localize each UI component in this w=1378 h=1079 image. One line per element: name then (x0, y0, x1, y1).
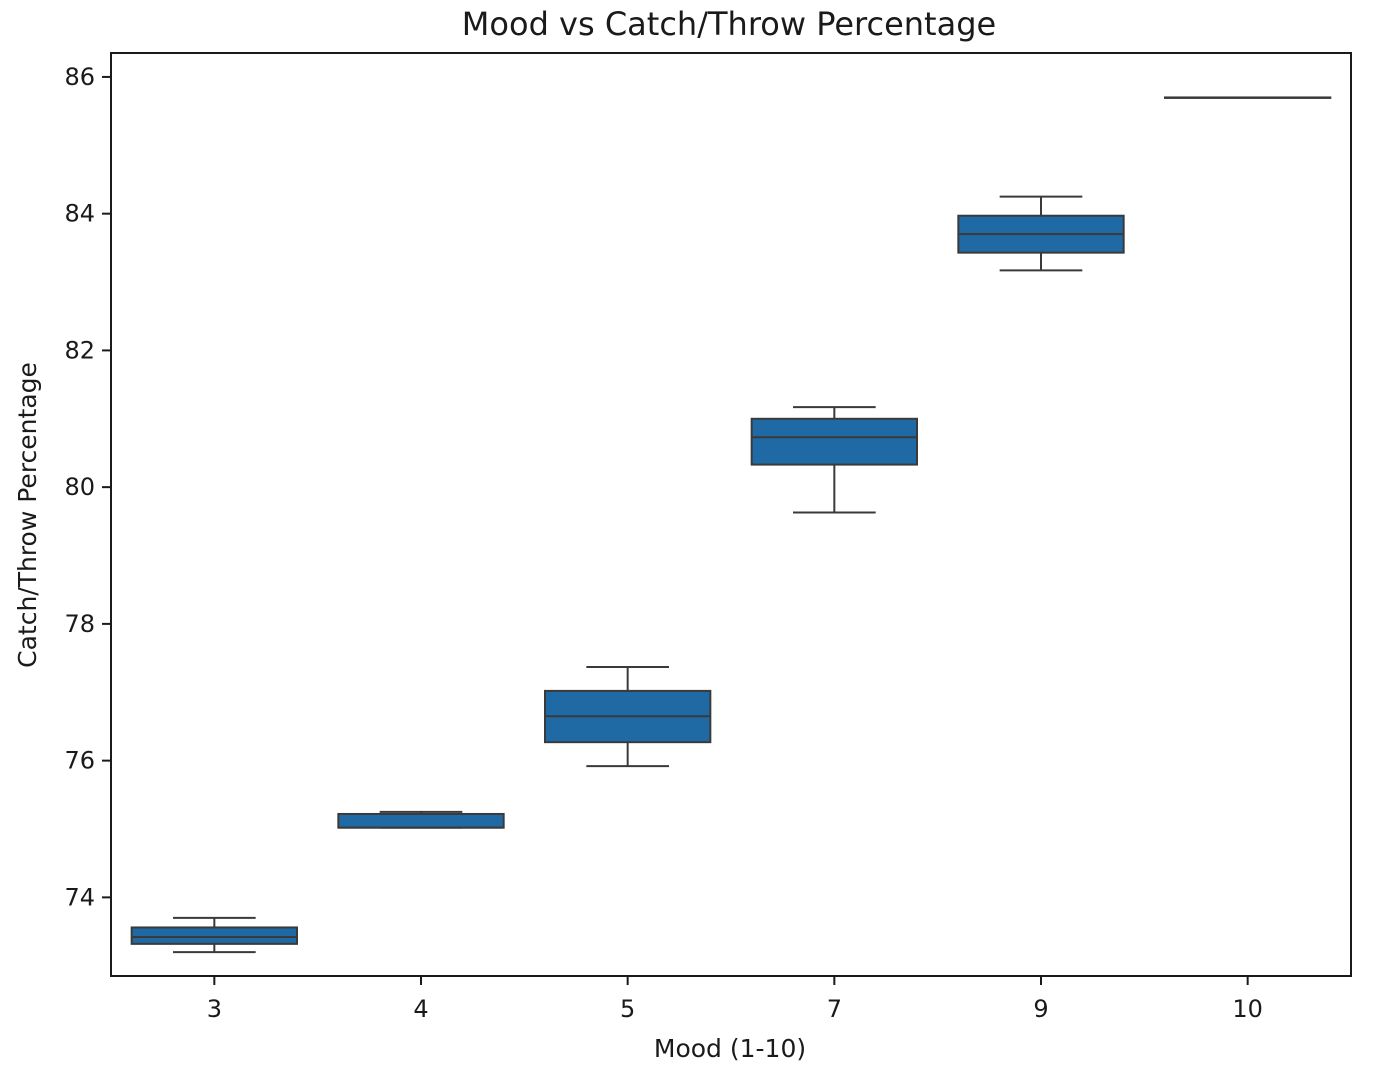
y-tick-label: 84 (64, 200, 95, 228)
iqr-box (337, 812, 505, 829)
x-tick-label: 7 (827, 995, 842, 1023)
x-tick-label: 5 (620, 995, 635, 1023)
y-tick-label: 82 (64, 336, 95, 364)
box-group-mood-7 (750, 406, 919, 514)
chart-title: Mood vs Catch/Throw Percentage (462, 5, 996, 43)
y-tick-label: 86 (64, 63, 95, 91)
y-tick-label: 76 (64, 747, 95, 775)
y-tick-label: 74 (64, 883, 95, 911)
box-group-mood-3 (130, 916, 298, 954)
box-group-mood-9 (957, 195, 1125, 272)
x-tick-label: 10 (1232, 995, 1263, 1023)
x-axis-label: Mood (1-10) (654, 1034, 806, 1063)
x-axis: 3 4 5 7 9 10 (207, 976, 1263, 1023)
x-tick-label: 9 (1033, 995, 1048, 1023)
y-tick-label: 80 (64, 473, 95, 501)
y-axis: 74 76 78 80 82 84 86 (64, 63, 111, 911)
x-tick-label: 3 (207, 995, 222, 1023)
iqr-box (750, 417, 919, 466)
plot-area (130, 96, 1332, 954)
x-tick-label: 4 (413, 995, 428, 1023)
y-tick-label: 78 (64, 610, 95, 638)
box-group-mood-5 (544, 665, 712, 768)
iqr-box (130, 926, 298, 945)
axes-frame (110, 52, 1352, 977)
box-group-mood-4 (337, 810, 505, 829)
box-group-mood-10 (1164, 96, 1332, 99)
y-axis-label: Catch/Throw Percentage (13, 362, 42, 668)
